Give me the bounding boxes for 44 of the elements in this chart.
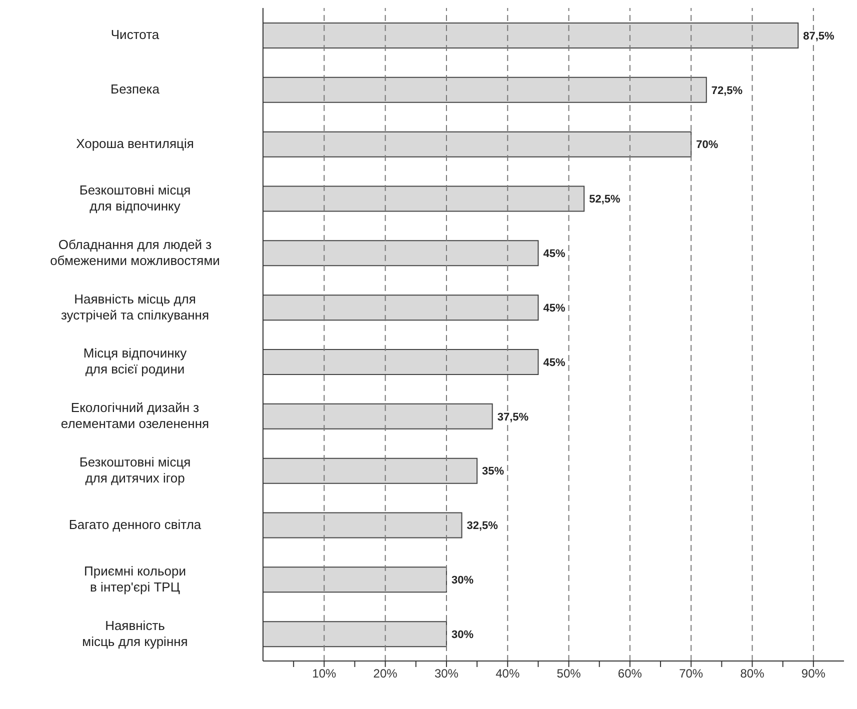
y-tick-label: Екологічний дизайн з елементами озеленення (60, 400, 210, 432)
y-tick-label: Безпека (110, 82, 160, 97)
bar (263, 621, 447, 648)
x-tick-label: 20% (373, 666, 398, 681)
x-tick-label: 10% (312, 666, 336, 681)
y-tick-label: Наявність місць для куріння (82, 618, 188, 649)
data-label: 30% (451, 628, 474, 641)
y-tick-label: Безкоштовні місця для дитячих ігор (79, 454, 191, 486)
bar (263, 240, 539, 266)
data-label: 70% (696, 139, 718, 152)
y-tick-label: Місця відпочинку для всієї родини (83, 346, 188, 377)
bar (263, 294, 539, 321)
bar (263, 458, 478, 484)
y-tick-label: Приємні кольори в інтер'єрі ТРЦ (84, 563, 186, 594)
bar (263, 403, 493, 430)
data-label: 30% (451, 574, 474, 587)
y-tick-label: Безкоштовні місця для відпочинку (79, 182, 191, 214)
x-tick-label: 90% (801, 666, 826, 681)
y-tick-label: Багато денного світла (68, 516, 202, 532)
y-tick-label: Хороша вентиляція (76, 136, 194, 152)
data-label: 35% (482, 466, 504, 478)
bar (263, 76, 707, 103)
x-tick-label: 30% (434, 666, 459, 681)
bar (263, 566, 447, 593)
data-label: 32,5% (466, 520, 498, 532)
data-label: 45% (543, 356, 566, 369)
bar (263, 186, 585, 212)
y-tick-label: Обладнання для людей з обмеженими можливостями (50, 236, 220, 268)
data-label: 87,5% (803, 30, 835, 42)
x-tick-label: 40% (496, 666, 520, 681)
bar (263, 512, 462, 538)
bar (263, 349, 539, 375)
y-tick-label: Чистота (110, 27, 160, 42)
data-label: 45% (543, 302, 566, 314)
x-tick-label: 60% (618, 666, 642, 681)
x-tick-label: 50% (556, 666, 582, 681)
y-tick-label: Наявність місць для зустрічей та спілкування (60, 291, 210, 322)
data-label: 72,5% (711, 84, 743, 97)
data-label: 45% (543, 248, 566, 260)
x-tick-label: 70% (679, 666, 704, 681)
bar (263, 131, 692, 158)
data-label: 52,5% (589, 194, 620, 206)
x-tick-label: 80% (740, 666, 765, 681)
bar (263, 22, 799, 48)
